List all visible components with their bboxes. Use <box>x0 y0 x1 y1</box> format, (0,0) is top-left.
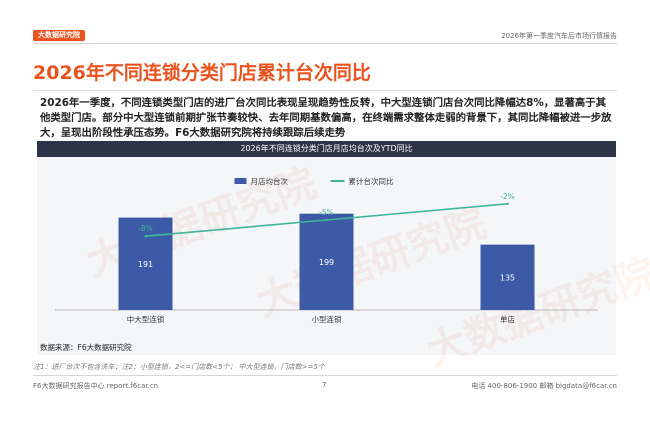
bar-3 <box>480 244 535 310</box>
header-divider <box>33 43 617 44</box>
legend-label-bar: 月店均台次 <box>251 176 289 186</box>
bar-2 <box>299 213 354 310</box>
chart-svg: 月店均台次 累计台次同比 191 中大型连锁 199 小型连锁 135 单店 -8% -5% -2% <box>55 176 598 324</box>
yoy-value-label: -2% <box>500 192 515 201</box>
yoy-value-label: -5% <box>319 208 334 217</box>
bar-1 <box>118 217 173 310</box>
bar-value-label: 135 <box>500 273 515 282</box>
chart-title: 2026年不同连锁分类门店月店均台次及YTD同比 <box>37 141 616 157</box>
footer-contact-left: F6大数据研究报告中心 report.f6car.cn <box>33 382 159 390</box>
footnote: 注1：进厂台次不包含洗车；注2：小型连锁，2<=门店数<5个； 中大型连锁，门店… <box>33 363 325 371</box>
yoy-point <box>506 202 509 205</box>
legend-label-line: 累计台次同比 <box>349 176 394 186</box>
yoy-point <box>144 235 147 238</box>
bar-value-label: 191 <box>138 260 153 269</box>
bar-value-label: 199 <box>319 258 334 267</box>
brand-logo: 大数据研究院 <box>33 30 85 41</box>
x-tick-label: 单店 <box>500 314 515 324</box>
yoy-value-label: -8% <box>138 224 153 233</box>
legend-swatch-bar <box>234 178 247 184</box>
footer-divider <box>33 375 617 376</box>
yoy-point <box>325 218 328 222</box>
x-tick-label: 中大型连锁 <box>127 314 165 324</box>
summary-paragraph: 2026年一季度，不同连锁类型门店的进厂台次同比表现呈现趋势性反转，中大型连锁门… <box>40 97 612 139</box>
data-source: 数据来源：F6大数据研究院 <box>40 343 132 352</box>
page-title: 2026年不同连锁分类门店累计台次同比 <box>33 62 371 84</box>
x-tick-label: 小型连锁 <box>312 314 342 324</box>
title-divider <box>33 90 617 91</box>
page-number: 7 <box>322 381 327 389</box>
report-title: 2026年第一季度汽车后市场行情报告 <box>501 32 617 40</box>
footer-contact-right: 电话 400-806-1900 邮箱 bigdata@f6car.cn <box>471 382 617 390</box>
